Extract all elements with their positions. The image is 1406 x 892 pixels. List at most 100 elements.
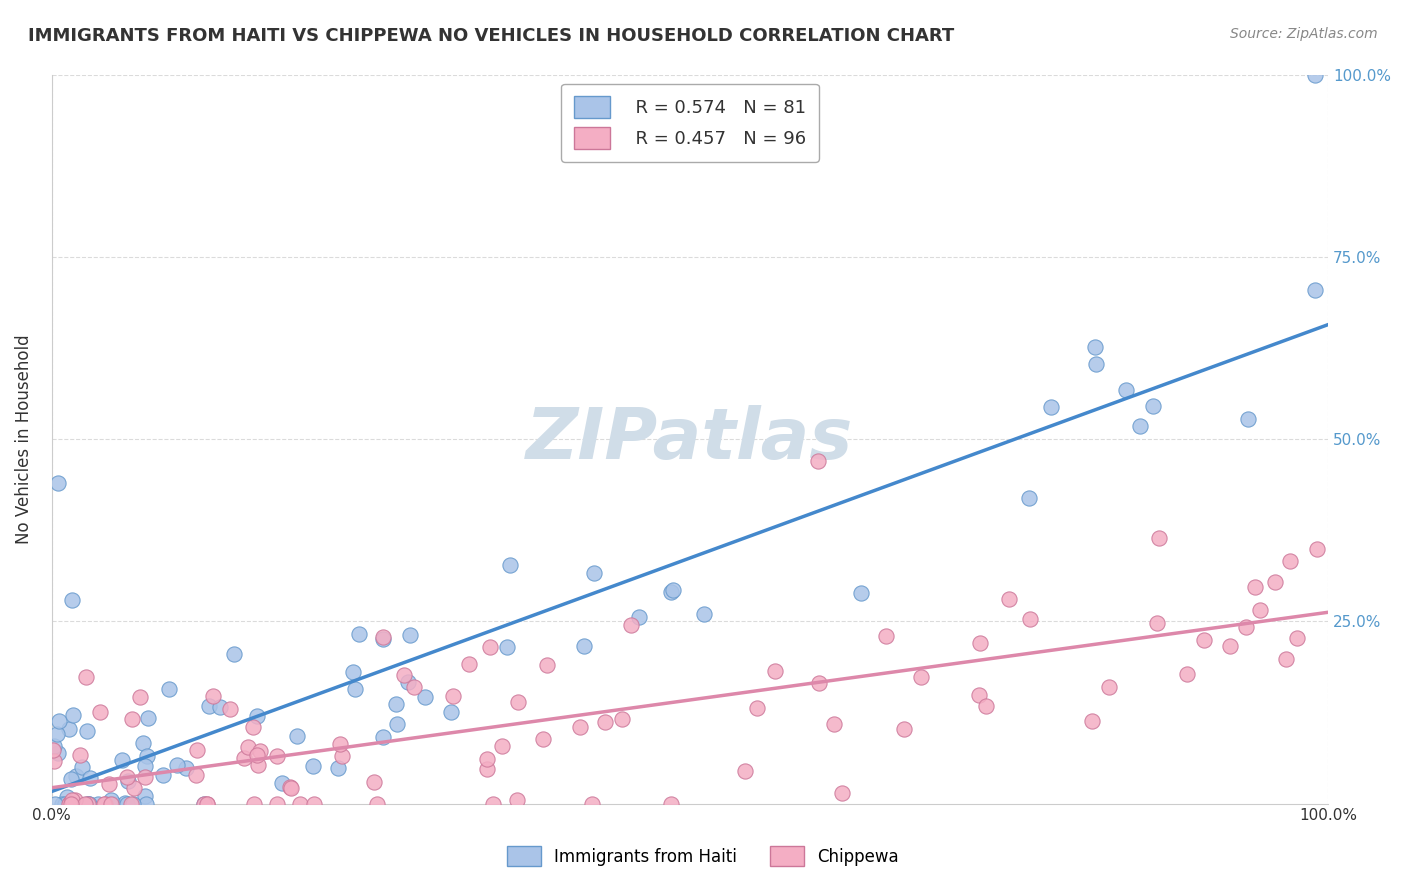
Point (1234, 620, 1257, 634)
Point (152, 768, 174, 782)
Point (808, 676, 831, 690)
Point (58, 722, 80, 736)
Point (232, 751, 254, 765)
Point (1305, 68, 1327, 82)
Point (135, 797, 157, 811)
Point (304, 797, 326, 811)
Text: Source: ZipAtlas.com: Source: ZipAtlas.com (1230, 27, 1378, 41)
Point (115, 797, 138, 811)
Point (373, 730, 395, 744)
Point (1303, 283, 1326, 297)
Point (60, 593, 83, 607)
Point (89, 705, 111, 719)
Point (967, 688, 990, 702)
Point (249, 744, 271, 758)
Point (62, 797, 84, 811)
Point (219, 701, 242, 715)
Point (1275, 651, 1298, 665)
Point (533, 731, 555, 746)
Point (1084, 357, 1107, 371)
Point (831, 786, 853, 800)
Point (301, 758, 323, 772)
Point (536, 657, 558, 672)
Point (138, 711, 160, 725)
Point (97, 776, 120, 790)
Point (77, 797, 100, 811)
Point (402, 680, 425, 694)
Point (458, 657, 481, 672)
Point (693, 607, 716, 621)
Point (63, 797, 86, 811)
Point (734, 764, 756, 778)
Point (330, 748, 353, 763)
Point (134, 758, 156, 772)
Point (243, 797, 266, 811)
Point (51, 797, 73, 811)
Point (1249, 603, 1271, 617)
Point (1243, 580, 1265, 594)
Point (1219, 639, 1241, 653)
Point (266, 749, 288, 764)
Point (659, 797, 682, 811)
Point (659, 584, 682, 599)
Point (75, 797, 97, 811)
Point (443, 689, 465, 703)
Point (1237, 411, 1260, 425)
Text: IMMIGRANTS FROM HAITI VS CHIPPEWA NO VEHICLES IN HOUSEHOLD CORRELATION CHART: IMMIGRANTS FROM HAITI VS CHIPPEWA NO VEH… (28, 27, 955, 45)
Point (366, 797, 388, 811)
Point (342, 665, 364, 680)
Point (121, 712, 143, 726)
Point (62, 707, 84, 722)
Point (59, 772, 82, 786)
Point (491, 739, 513, 753)
Point (197, 699, 219, 714)
Point (59, 797, 82, 811)
Point (134, 770, 156, 784)
Legend:   R = 0.574   N = 81,   R = 0.457   N = 96: R = 0.574 N = 81, R = 0.457 N = 96 (561, 84, 818, 162)
Point (117, 774, 139, 789)
Point (745, 701, 768, 715)
Point (1115, 384, 1137, 398)
Legend: Immigrants from Haiti, Chippewa: Immigrants from Haiti, Chippewa (499, 838, 907, 875)
Point (662, 583, 685, 598)
Point (572, 639, 595, 653)
Point (122, 780, 145, 795)
Point (851, 586, 873, 600)
Point (193, 797, 215, 811)
Point (65, 768, 87, 782)
Point (75, 670, 97, 684)
Point (270, 775, 292, 789)
Point (247, 758, 270, 772)
Point (76, 797, 98, 811)
Point (238, 740, 260, 755)
Point (174, 761, 197, 775)
Point (499, 558, 522, 573)
Point (195, 797, 218, 811)
Point (581, 797, 603, 811)
Point (121, 797, 143, 811)
Point (1149, 531, 1171, 545)
Point (363, 775, 385, 789)
Point (288, 797, 311, 811)
Point (893, 723, 915, 737)
Point (132, 736, 155, 750)
Point (72, 760, 94, 774)
Point (610, 712, 633, 726)
Point (59, 796, 82, 810)
Point (387, 716, 409, 731)
Point (209, 699, 232, 714)
Point (115, 770, 138, 784)
Point (100, 793, 122, 807)
Point (242, 720, 264, 734)
Point (69, 747, 91, 762)
Point (569, 720, 592, 734)
Point (41, 743, 63, 757)
Point (1305, 541, 1327, 556)
Point (440, 705, 463, 719)
Point (505, 792, 527, 806)
Point (976, 699, 998, 714)
Point (53, 797, 76, 811)
Point (1019, 612, 1042, 626)
Point (103, 797, 125, 811)
Point (48, 714, 70, 729)
